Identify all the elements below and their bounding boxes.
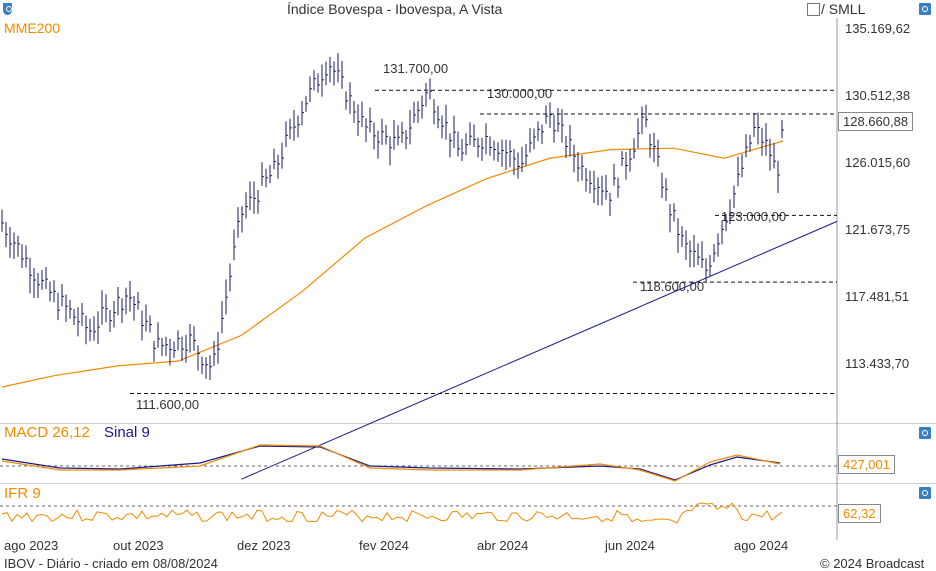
month-tick: ago 2023 <box>4 538 59 553</box>
month-tick: dez 2023 <box>237 538 291 553</box>
macd-line <box>1 444 781 482</box>
month-tick: fev 2024 <box>359 538 409 553</box>
month-tick: abr 2024 <box>477 538 529 553</box>
annotation-123000: 123.000,00 <box>721 209 787 224</box>
trend-line <box>241 220 838 480</box>
macd-settings-icon[interactable] <box>919 427 931 439</box>
price-tick: 121.673,75 <box>845 222 911 237</box>
footer-source: IBOV - Diário - criado em 08/08/2024 <box>4 556 218 571</box>
price-tick: 117.481,51 <box>845 289 910 304</box>
mme200-line <box>1 140 784 388</box>
ifr-settings-icon[interactable] <box>919 487 931 499</box>
macd-title: MACD 26,12 <box>4 424 90 441</box>
menu-icon[interactable] <box>3 3 12 15</box>
ifr-value-badge: 62,32 <box>838 504 881 523</box>
footer-copyright: © 2024 Broadcast <box>820 556 925 571</box>
annotation-130000: 130.000,00 <box>487 86 553 101</box>
month-tick: jun 2024 <box>605 538 655 553</box>
macd-signal-label: Sinal 9 <box>104 424 150 441</box>
price-tick: 130.512,38 <box>845 88 911 103</box>
price-tick: 113.433,70 <box>845 356 910 371</box>
annotation-111600: 111.600,00 <box>136 397 200 412</box>
panel-divider <box>0 423 936 424</box>
smll-checkbox[interactable] <box>807 3 820 16</box>
month-tick: out 2023 <box>113 538 164 553</box>
ifr-title: IFR 9 <box>4 485 41 502</box>
chart-title: Índice Bovespa - Ibovespa, A Vista <box>287 1 503 17</box>
month-tick: ago 2024 <box>734 538 789 553</box>
price-tick: 135.169,62 <box>845 21 911 36</box>
price-tick: 126.015,60 <box>845 155 911 170</box>
macd-signal-line <box>1 445 781 481</box>
last-price-badge: 128.660,88 <box>838 112 914 131</box>
panel-divider <box>0 483 936 484</box>
mme200-label: MME200 <box>4 20 61 36</box>
annotation-131700: 131.700,00 <box>383 61 449 76</box>
settings-icon[interactable] <box>919 3 931 15</box>
macd-value-badge: 427,001 <box>838 455 895 474</box>
annotation-118600: 118.600,00 <box>640 279 705 294</box>
ifr-line <box>1 502 783 524</box>
smll-toggle-label: / SMLL <box>821 1 866 17</box>
